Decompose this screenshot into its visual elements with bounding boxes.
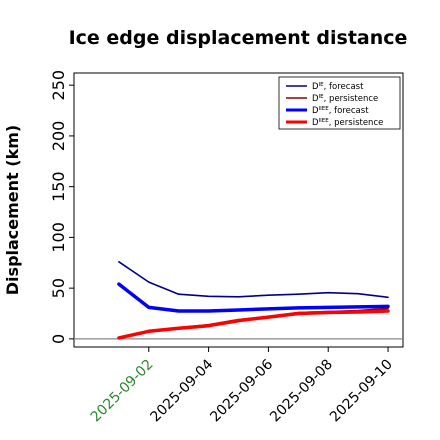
plot-frame [73, 72, 404, 348]
series-line-1 [118, 260, 389, 299]
y-tick-label: 200 [49, 121, 68, 152]
legend: DIE, forecast DIE, persistence DIIEE, fore… [278, 76, 401, 130]
legend-entry: DIE, persistence [312, 94, 378, 104]
y-tick-label: 250 [49, 70, 68, 101]
series-line-3 [117, 282, 390, 313]
y-axis-label: Displacement (km) [3, 125, 22, 295]
x-tick-label: 2025-09-02 [88, 357, 157, 426]
chart-title: Ice edge displacement distance [69, 27, 408, 49]
y-tick-label: 0 [49, 334, 68, 344]
y-tick-label: 150 [49, 171, 68, 202]
x-tick-label: 2025-09-10 [327, 357, 396, 426]
legend-entry: DIE, forecast [312, 82, 364, 92]
legend-entry: DIIEE, persistence [312, 118, 383, 128]
legend-entry: DIIEE, forecast [312, 106, 369, 116]
x-tick-label: 2025-09-08 [267, 357, 336, 426]
y-tick-label: 100 [49, 222, 68, 253]
series-line-4 [117, 309, 390, 340]
y-tick-label: 50 [49, 278, 68, 298]
x-tick-label: 2025-09-06 [207, 356, 276, 425]
x-tick-label: 2025-09-04 [148, 356, 217, 425]
